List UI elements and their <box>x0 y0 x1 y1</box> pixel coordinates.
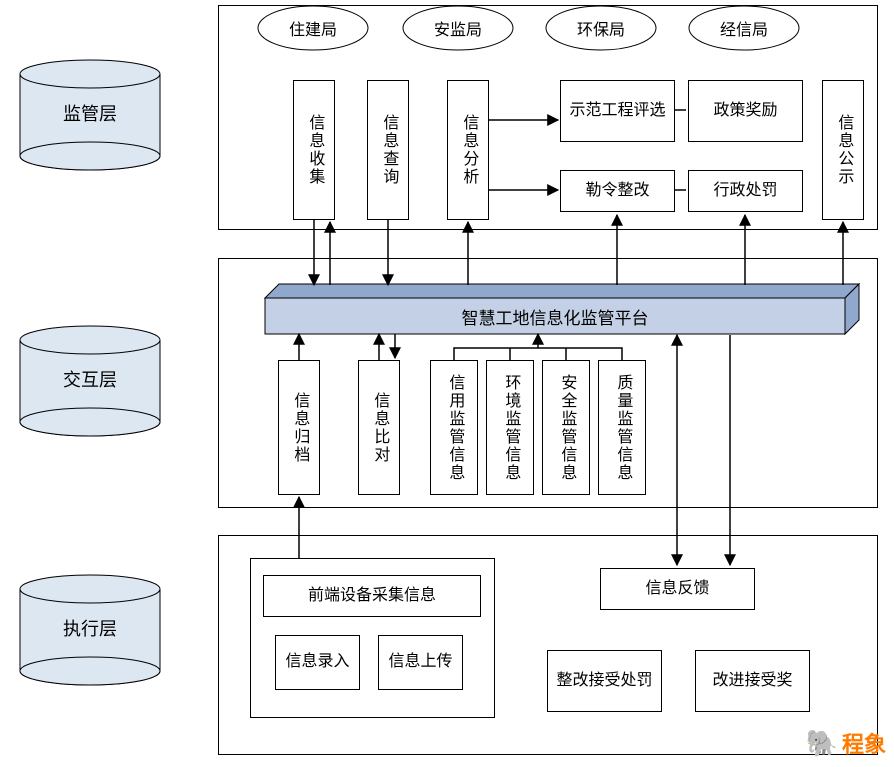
box-info-compare: 信息比对 <box>358 360 400 495</box>
box-info-collect: 信息收集 <box>293 80 335 220</box>
box-collect-title: 前端设备采集信息 <box>263 575 481 617</box>
box-credit-info: 信用监管信息 <box>430 360 478 495</box>
box-safety-info: 安全监管信息 <box>542 360 590 495</box>
box-policy-reward: 政策奖励 <box>688 80 803 142</box>
box-info-analyze: 信息分析 <box>447 80 489 220</box>
dept-1: 安监局 <box>413 18 503 38</box>
box-info-feedback: 信息反馈 <box>600 568 755 610</box>
box-info-public: 信息公示 <box>822 80 864 220</box>
box-rectify-accept: 整改接受处罚 <box>547 650 662 712</box>
elephant-icon: 🐘 <box>806 728 838 759</box>
box-improve-accept: 改进接受奖 <box>695 650 810 712</box>
layer-label-interaction: 交互层 <box>58 366 122 392</box>
layer-label-supervision: 监管层 <box>58 100 122 126</box>
watermark-text: 程象 <box>842 727 886 759</box>
box-info-upload: 信息上传 <box>378 635 463 690</box>
dept-2: 环保局 <box>556 18 646 38</box>
box-info-query: 信息查询 <box>367 80 409 220</box>
box-demo-project: 示范工程评选 <box>560 80 675 142</box>
box-info-input: 信息录入 <box>275 635 360 690</box>
box-quality-info: 质量监管信息 <box>598 360 646 495</box>
box-admin-penalty: 行政处罚 <box>688 170 803 212</box>
box-env-info: 环境监管信息 <box>486 360 534 495</box>
watermark: 🐘 程象 <box>806 727 886 759</box>
layer-label-execution: 执行层 <box>58 615 122 641</box>
dept-0: 住建局 <box>268 18 358 38</box>
platform-label: 智慧工地信息化监管平台 <box>265 298 845 334</box>
box-info-archive: 信息归档 <box>278 360 320 495</box>
box-order-rectify: 勒令整改 <box>560 170 675 212</box>
dept-3: 经信局 <box>699 18 789 38</box>
